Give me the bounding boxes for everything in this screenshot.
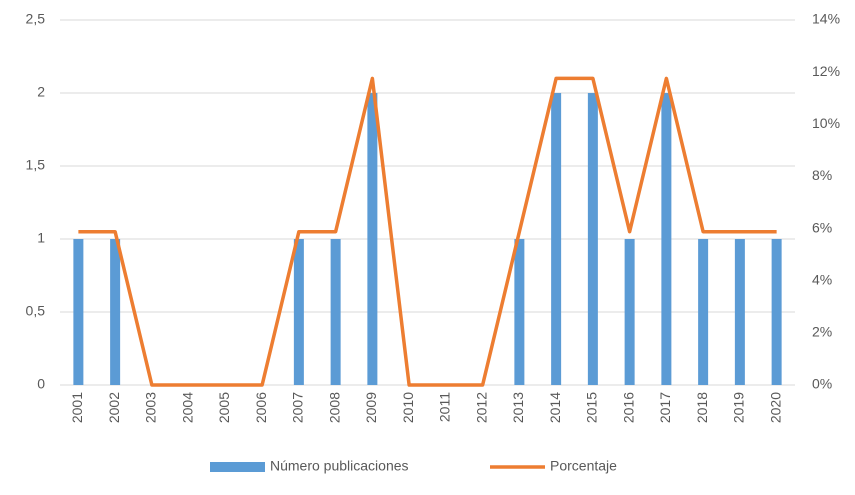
- x-tick-label: 2016: [620, 392, 636, 423]
- x-tick-label: 2014: [547, 392, 563, 423]
- bar: [514, 239, 525, 385]
- y2-tick-label: 0%: [812, 376, 832, 392]
- x-tick-label: 2001: [69, 392, 85, 423]
- legend-label: Porcentaje: [550, 458, 617, 474]
- y-tick-label: 2: [37, 84, 45, 100]
- x-tick-label: 2008: [326, 392, 342, 423]
- y2-tick-label: 10%: [812, 115, 840, 131]
- bar: [734, 239, 745, 385]
- x-tick-label: 2018: [694, 392, 710, 423]
- x-tick-label: 2011: [437, 392, 453, 422]
- x-tick-label: 2004: [179, 392, 195, 423]
- x-tick-label: 2019: [731, 392, 747, 423]
- bar: [771, 239, 782, 385]
- x-tick-label: 2009: [363, 392, 379, 423]
- legend-label: Número publicaciones: [270, 458, 409, 474]
- bar: [110, 239, 121, 385]
- y-tick-label: 0,5: [26, 303, 46, 319]
- x-tick-label: 2006: [253, 392, 269, 423]
- line-series: [78, 76, 777, 387]
- bar: [293, 239, 304, 385]
- x-tick-label: 2013: [510, 392, 526, 423]
- x-tick-label: 2017: [657, 392, 673, 423]
- bar: [551, 93, 562, 385]
- y2-tick-label: 6%: [812, 219, 832, 235]
- x-tick-label: 2002: [106, 392, 122, 423]
- y2-tick-label: 8%: [812, 167, 832, 183]
- bar: [661, 93, 672, 385]
- bar: [367, 93, 378, 385]
- y2-tick-label: 4%: [812, 271, 832, 287]
- x-tick-label: 2007: [290, 392, 306, 423]
- y-tick-label: 1,5: [26, 157, 46, 173]
- legend-swatch: [210, 462, 265, 472]
- y2-tick-label: 14%: [812, 11, 840, 27]
- y-tick-label: 2,5: [26, 11, 46, 27]
- x-tick-label: 2010: [400, 392, 416, 423]
- bar: [624, 239, 635, 385]
- y-tick-label: 1: [37, 230, 45, 246]
- y2-tick-label: 12%: [812, 63, 840, 79]
- x-tick-label: 2020: [767, 392, 783, 423]
- x-tick-label: 2012: [473, 392, 489, 423]
- bar: [330, 239, 341, 385]
- x-tick-label: 2015: [584, 392, 600, 423]
- y2-tick-label: 2%: [812, 324, 832, 340]
- bar: [698, 239, 709, 385]
- x-tick-label: 2005: [216, 392, 232, 423]
- bar: [73, 239, 84, 385]
- bar: [587, 93, 598, 385]
- x-tick-label: 2003: [143, 392, 159, 423]
- y-tick-label: 0: [37, 376, 45, 392]
